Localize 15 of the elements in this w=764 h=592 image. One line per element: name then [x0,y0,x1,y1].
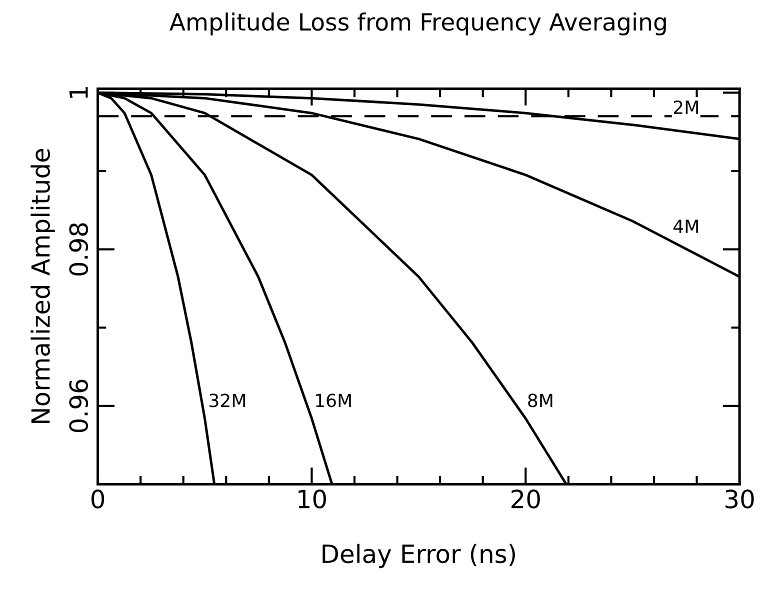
annotation: 16M [316,394,351,408]
y-axis-title: Normalized Amplitude [30,148,55,423]
y-tick-label: 0.96 [69,380,88,432]
annotation: 2M [674,100,698,114]
x-tick-label: 20 [512,490,540,508]
chart-title: Amplitude Loss from Frequency Averaging [170,12,666,36]
annotation: 8M [528,394,552,408]
annotation: 4M [673,220,698,233]
x-tick-label: 0 [91,490,104,508]
y-tick-label: 0.98 [69,223,88,276]
x-tick-label: 10 [298,490,326,508]
x-axis-title: Delay Error (ns) [322,544,515,568]
annotation: 32M [210,394,245,408]
y-tick-label: 1 [70,87,88,98]
x-tick-label: 30 [726,490,754,508]
